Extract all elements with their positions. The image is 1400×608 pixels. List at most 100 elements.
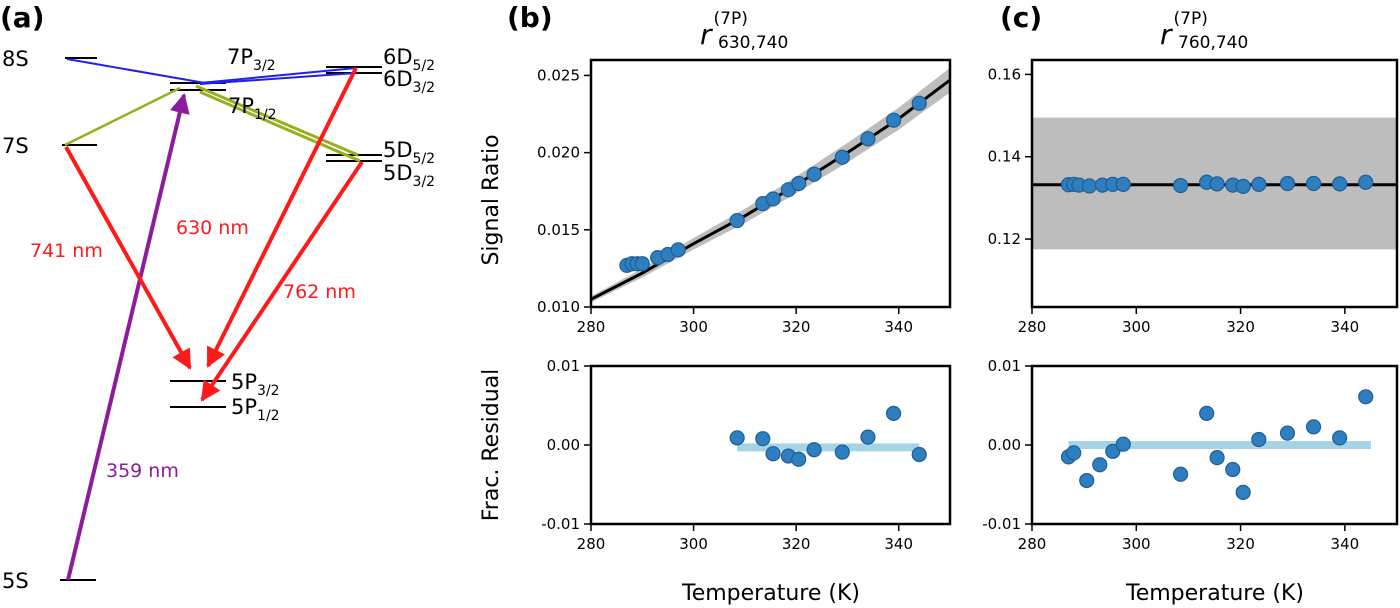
title-b: r (7P) 630,740: [700, 9, 788, 53]
data-point: [1305, 419, 1322, 435]
y-tick-label: 0.020: [537, 144, 580, 162]
data-point: [885, 112, 902, 128]
data-point: [806, 166, 822, 182]
label-7P12: 7P1/2: [228, 94, 277, 123]
y-tick-label: 0.015: [537, 221, 580, 239]
label-5D32: 5D3/2: [383, 161, 435, 190]
transition-7S-7P: [64, 86, 181, 147]
data-point: [1235, 484, 1251, 500]
x-tick-label: 320: [1226, 318, 1255, 336]
data-point: [1115, 176, 1131, 192]
arrow-359nm: [66, 93, 190, 581]
data-point: [1173, 177, 1189, 194]
xlabel-c: Temperature (K): [1125, 581, 1304, 606]
panel-b-label: (b): [507, 1, 553, 34]
data-point: [834, 444, 850, 460]
label-5D52: 5D5/2: [383, 138, 435, 167]
data-point: [765, 446, 781, 462]
label-7P32: 7P3/2: [227, 45, 276, 74]
ylabel-b-top: Signal Ratio: [479, 134, 504, 265]
data-point: [791, 451, 807, 467]
data-point: [791, 175, 807, 192]
arrow-762nm: [200, 160, 364, 402]
data-point: [860, 131, 876, 147]
x-tick-label: 280: [1018, 318, 1047, 336]
data-point: [1199, 405, 1215, 421]
data-point: [755, 431, 771, 447]
x-tick-label: 320: [1226, 535, 1255, 553]
data-point: [729, 430, 745, 446]
y-tick-label: 0.025: [537, 66, 580, 84]
label-5S: 5S: [2, 569, 29, 593]
data-point: [834, 149, 850, 165]
label-6D32: 6D3/2: [383, 67, 435, 96]
label-7S: 7S: [2, 134, 29, 158]
transition-7P-5D52: [195, 84, 359, 157]
arrow-741nm: [64, 146, 192, 370]
label-5P32: 5P3/2: [231, 370, 280, 399]
y-tick-label: 0.01: [547, 357, 580, 375]
y-tick-label: -0.01: [541, 515, 580, 533]
label-741nm: 741 nm: [30, 240, 103, 262]
data-point: [1358, 389, 1374, 405]
data-point: [1279, 175, 1296, 192]
data-point: [1235, 178, 1251, 194]
data-point: [1173, 466, 1189, 482]
data-point: [1358, 174, 1374, 190]
y-tick-label: -0.01: [982, 515, 1021, 533]
data-point: [1092, 457, 1108, 473]
plot-area: 280 300 320 340 0.010 0.015 0.020 0.025 280 300 32…: [537, 58, 1399, 553]
label-630nm: 630 nm: [176, 217, 249, 239]
transition-7P-5D32: [199, 90, 361, 163]
data-point: [1209, 450, 1225, 466]
ylabel-b-bottom: Frac. Residual: [479, 369, 504, 522]
y-tick-label: 0.00: [547, 436, 580, 454]
x-tick-label: 280: [577, 318, 606, 336]
data-point: [765, 191, 781, 207]
x-tick-label: 340: [1331, 318, 1360, 336]
data-point: [1251, 431, 1267, 448]
data-point: [860, 429, 876, 445]
y-tick-label: 0.12: [988, 230, 1021, 248]
y-tick-label: 0.00: [988, 436, 1021, 454]
x-tick-label: 300: [679, 318, 708, 336]
x-tick-label: 320: [782, 535, 811, 553]
data-point: [911, 446, 927, 463]
residual-band: [737, 443, 920, 452]
data-point: [1105, 443, 1121, 459]
data-point: [1225, 461, 1241, 478]
transition-7P-6D52: [199, 67, 357, 84]
fit-uncertainty-band: [591, 67, 950, 303]
x-tick-label: 300: [1122, 318, 1151, 336]
data-point: [729, 212, 745, 229]
x-tick-label: 300: [1122, 535, 1151, 553]
x-tick-label: 280: [577, 535, 606, 553]
panel-c-label: (c): [1000, 1, 1042, 34]
y-tick-label: 0.14: [988, 148, 1021, 166]
x-tick-label: 340: [884, 318, 913, 336]
residual-band: [1068, 441, 1371, 450]
label-8S: 8S: [2, 47, 29, 71]
xlabel-b: Temperature (K): [681, 581, 860, 606]
y-tick-label: 0.16: [988, 65, 1021, 83]
x-tick-label: 340: [1331, 535, 1360, 553]
data-point: [1251, 176, 1267, 192]
axes-frame: [589, 58, 952, 309]
data-point: [885, 405, 902, 421]
label-359nm: 359 nm: [106, 460, 179, 482]
data-point: [634, 256, 650, 272]
transition-8S-7P: [66, 58, 206, 84]
x-tick-label: 340: [884, 535, 913, 553]
x-tick-label: 300: [679, 535, 708, 553]
level-diagram: (a) 8S 7S 5S 7P3/2 7P1/2 6D5/2 6D3/2 5: [0, 1, 435, 593]
label-5P12: 5P1/2: [231, 395, 280, 424]
data-point: [1279, 425, 1296, 441]
data-point: [1081, 178, 1097, 194]
data-point: [1066, 445, 1082, 461]
title-c: r (7P) 760,740: [1160, 9, 1248, 53]
label-762nm: 762 nm: [283, 281, 356, 303]
y-tick-label: 0.01: [988, 357, 1021, 375]
data-point: [1115, 436, 1131, 452]
data-point: [1305, 175, 1322, 192]
